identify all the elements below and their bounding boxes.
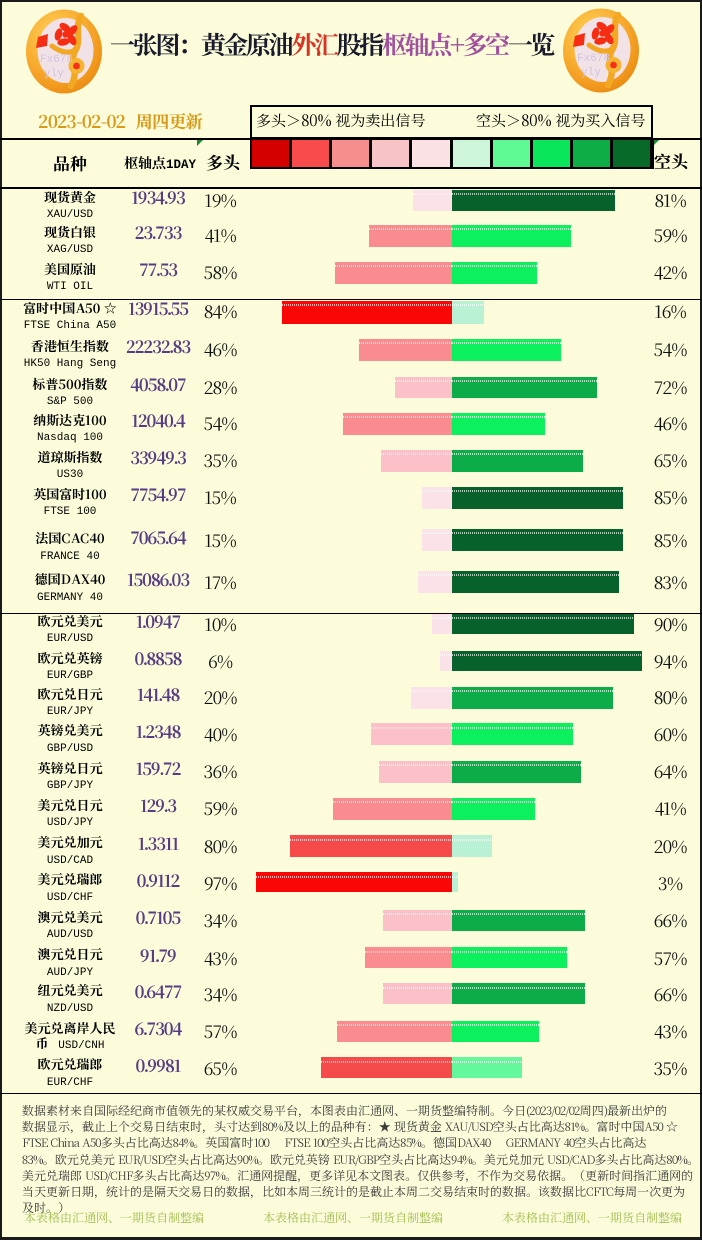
svg-text:Fx678: Fx678 — [577, 53, 610, 65]
svg-text:yly: yly — [581, 67, 601, 79]
svg-text:yly: yly — [44, 68, 64, 80]
svg-text:Fx678: Fx678 — [40, 54, 73, 66]
